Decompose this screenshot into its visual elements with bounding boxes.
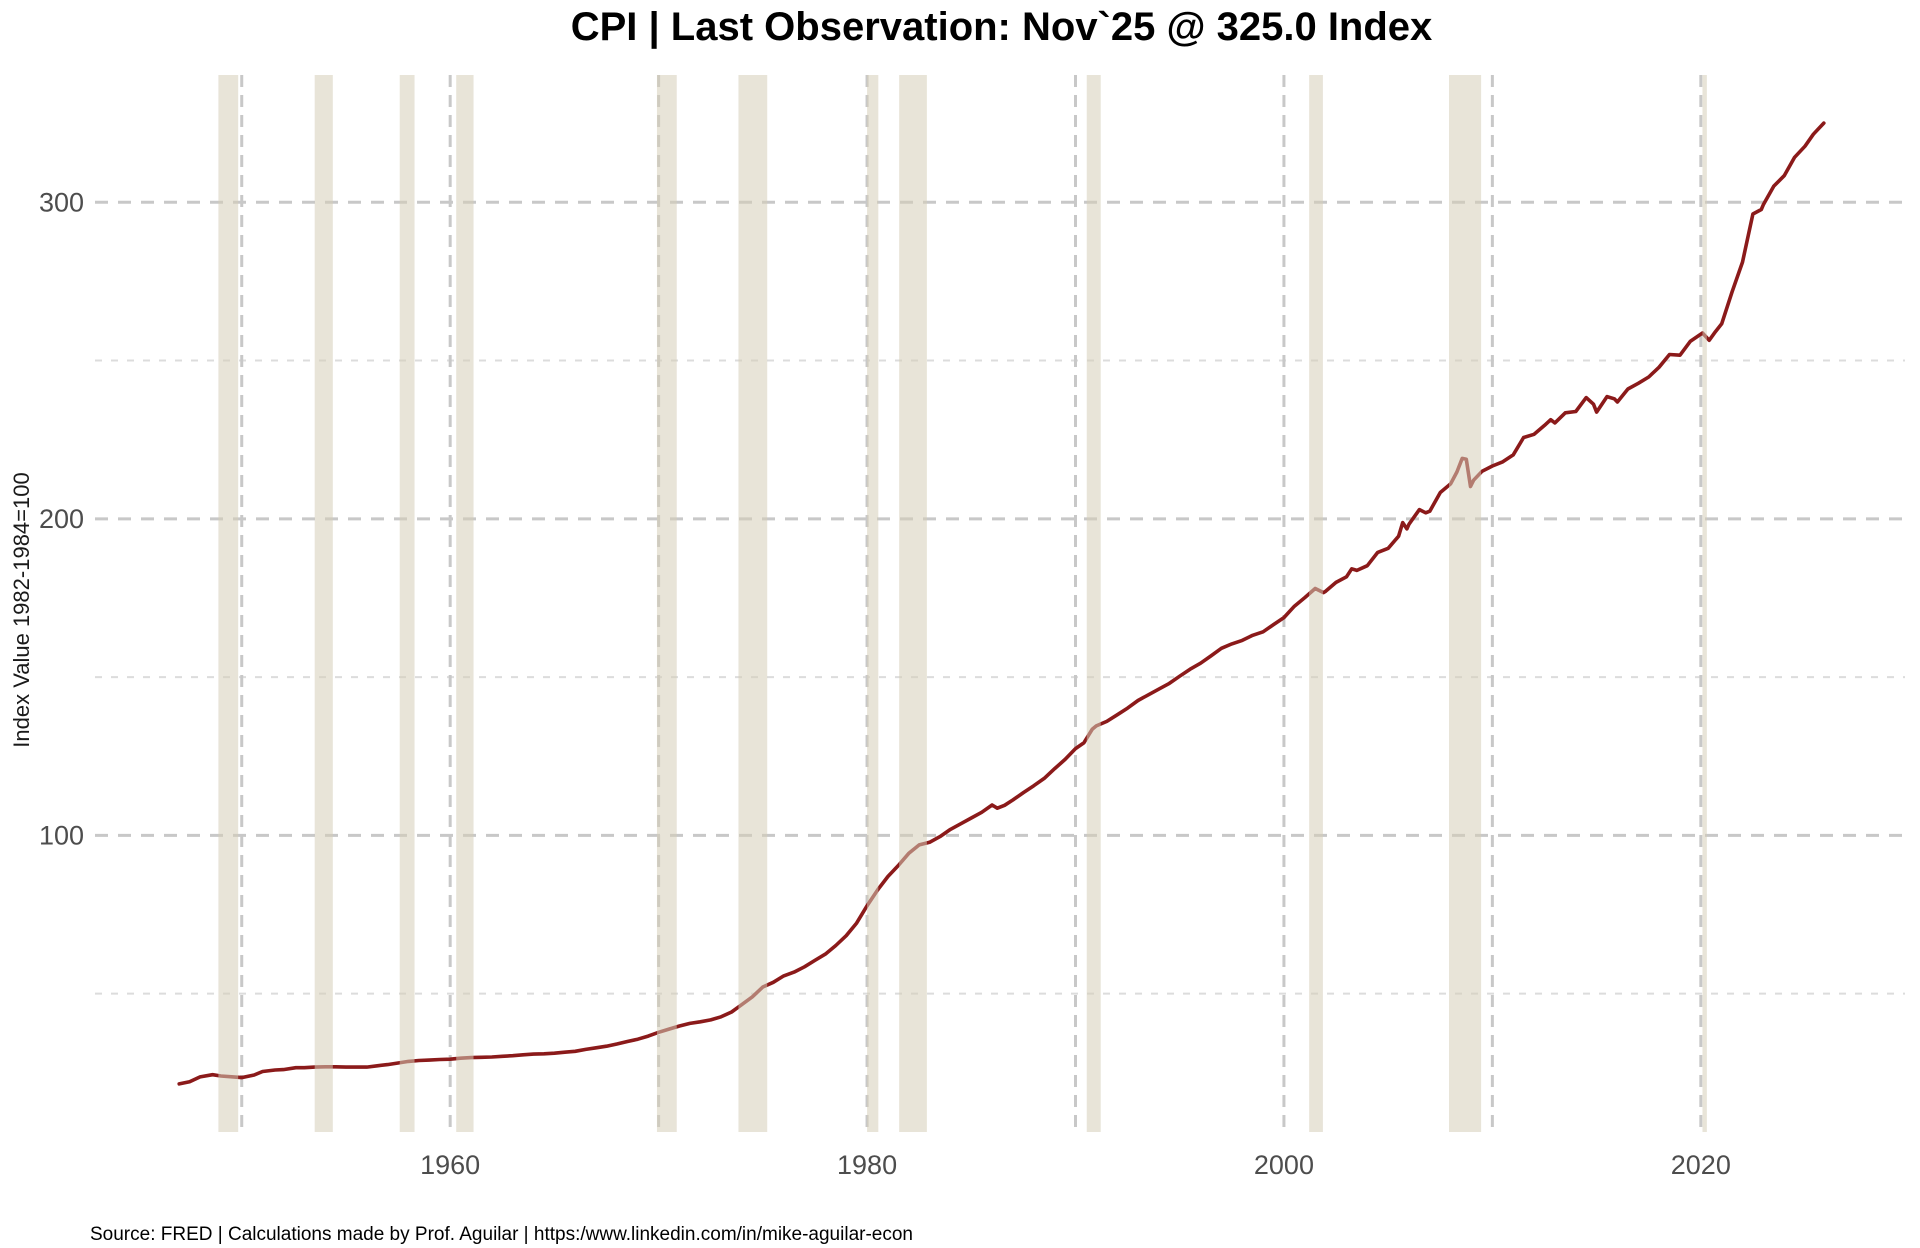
- x-tick-label-2000: 2000: [1254, 1150, 1314, 1180]
- recession-band: [1086, 75, 1101, 1132]
- recession-band: [738, 75, 768, 1132]
- recession-band: [867, 75, 879, 1132]
- minor-gridlines: [95, 359, 1905, 995]
- recession-band: [656, 75, 677, 1132]
- recession-band: [899, 75, 927, 1132]
- x-tick-label-1960: 1960: [420, 1150, 480, 1180]
- recession-band: [218, 75, 239, 1132]
- cpi-line-path: [177, 121, 1826, 1086]
- recession-band: [1309, 75, 1323, 1132]
- y-tick-label-300: 300: [39, 187, 84, 217]
- y-axis-tick-labels: 100 200 300: [39, 187, 84, 850]
- x-tick-label-2020: 2020: [1671, 1150, 1731, 1180]
- y-tick-label-200: 200: [39, 504, 84, 534]
- recession-band: [456, 75, 474, 1132]
- x-tick-label-1980: 1980: [837, 1150, 897, 1180]
- chart-title: CPI | Last Observation: Nov`25 @ 325.0 I…: [570, 5, 1433, 49]
- recession-band: [314, 75, 333, 1132]
- cpi-line-series: [177, 121, 1826, 1086]
- recession-band: [1702, 75, 1707, 1132]
- recession-band: [1449, 75, 1482, 1132]
- major-gridlines: [95, 75, 1905, 1132]
- x-axis-tick-labels: 1960 1980 2000 2020: [420, 1150, 1731, 1180]
- y-tick-label-100: 100: [39, 820, 84, 850]
- recession-band: [399, 75, 415, 1132]
- source-note: Source: FRED | Calculations made by Prof…: [90, 1224, 913, 1245]
- recession-bands: [218, 75, 1707, 1132]
